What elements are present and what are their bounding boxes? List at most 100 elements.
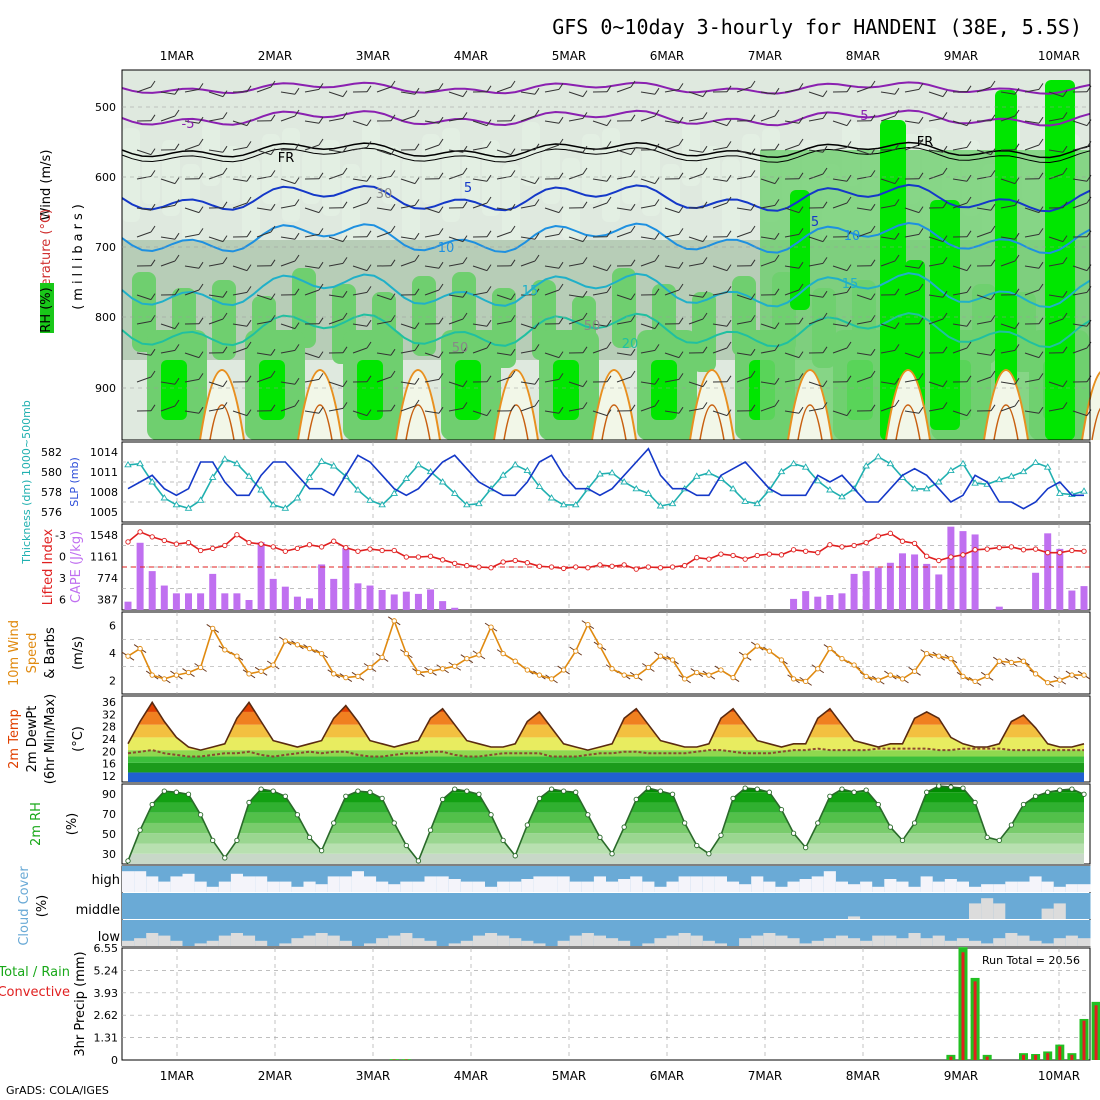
rh-label: 2m RH: [29, 802, 44, 846]
upper-wind-barb-flag: [750, 170, 756, 177]
cloud-row-label: middle: [76, 903, 120, 918]
upper-wind-barb: [856, 294, 872, 301]
wind-speed-point: [173, 672, 180, 678]
thickness-point: [438, 478, 447, 485]
cloud-fraction: [122, 940, 135, 946]
cape-bar: [124, 601, 132, 610]
upper-wind-barb-flag: [702, 112, 708, 119]
cloud-cell: [835, 893, 849, 919]
upper-wind-barb-flag: [654, 344, 660, 351]
upper-wind-barb: [376, 376, 392, 383]
cloud-fraction: [678, 933, 692, 946]
wind-speed-point: [706, 672, 712, 678]
rh-line: [127, 785, 1085, 863]
temp-contour-minus10: [121, 81, 1091, 95]
rh-point: [645, 785, 652, 791]
cloud-fraction: [472, 881, 486, 892]
lifted-index-point: [815, 550, 821, 556]
thickness-point: [886, 459, 895, 467]
cape-bar: [148, 571, 156, 610]
wind-speed-point: [996, 658, 1002, 664]
upper-wind-barb-flag: [726, 85, 732, 93]
cloud-fraction: [811, 876, 825, 892]
upper-wind-barb-flag: [582, 402, 588, 409]
axis-tick: 1005: [90, 506, 118, 519]
cloud-fraction: [206, 886, 220, 892]
rh-point: [197, 812, 204, 818]
axis-tick: 6: [109, 620, 116, 633]
lifted-index-point: [173, 541, 180, 547]
upper-wind-barb: [136, 320, 152, 325]
cloud-fraction: [714, 943, 728, 946]
upper-wind-barb: [184, 352, 200, 359]
upper-wind-barb-flag: [222, 167, 228, 175]
upper-wind-barb: [736, 86, 752, 93]
wind-speed-point: [718, 667, 724, 673]
upper-wind-barb: [880, 91, 896, 95]
rh-pale-cell: [282, 128, 300, 222]
upper-wind-barb-flag: [798, 116, 804, 124]
upper-wind-barb: [424, 120, 440, 124]
upper-wind-barb-flag: [462, 90, 468, 97]
cloud-fraction: [848, 938, 861, 946]
thickness-point: [692, 472, 701, 479]
lifted-index-point: [306, 542, 313, 548]
upper-wind-barb-flag: [342, 235, 348, 242]
contour-label: 5: [464, 181, 472, 196]
rh-point: [766, 789, 773, 795]
upper-wind-barb: [784, 410, 800, 414]
upper-wind-barb-flag: [414, 344, 420, 351]
cloud-cell: [884, 893, 897, 919]
upper-wind-barb: [616, 207, 632, 211]
lifted-index-point: [887, 530, 894, 536]
precip-conv-bar: [1094, 1005, 1098, 1060]
temp-line: [127, 700, 1085, 751]
lifted-index-point: [270, 544, 276, 550]
upper-wind-barb-flag: [606, 119, 612, 126]
upper-wind-barb: [616, 86, 632, 93]
rh-point: [778, 806, 785, 813]
rh-point: [815, 820, 821, 826]
thickness-point: [281, 504, 290, 511]
upper-wind-barb-flag: [462, 290, 468, 298]
upper-wind-barb: [952, 410, 968, 417]
cloud-cell: [182, 893, 196, 919]
upper-wind-barb-flag: [414, 143, 420, 151]
upper-wind-barb: [328, 381, 344, 388]
cloud-fraction: [448, 879, 462, 892]
cape-bar: [850, 573, 858, 610]
upper-wind-barb: [640, 236, 656, 240]
cloud-fraction: [1053, 938, 1067, 946]
upper-wind-barb-flag: [342, 402, 348, 409]
cloud-cell: [122, 893, 135, 919]
upper-wind-barb-flag: [750, 404, 756, 412]
upper-wind-barb: [400, 260, 416, 267]
upper-wind-barb: [1024, 207, 1040, 214]
lifted-index-point: [851, 542, 857, 549]
upper-wind-barb: [592, 202, 608, 209]
cloud-fraction: [364, 876, 377, 892]
upper-wind-barb-flag: [966, 409, 972, 416]
precip-ylabel: 3hr Precip (mm): [73, 951, 88, 1056]
upper-wind-barb: [448, 262, 464, 267]
upper-wind-barb: [952, 120, 968, 127]
upper-wind-barb-flag: [222, 145, 228, 153]
upper-wind-barb-flag: [966, 341, 972, 349]
upper-wind-barb-flag: [1038, 261, 1044, 269]
rh-point: [1081, 791, 1087, 797]
upper-wind-barb-flag: [558, 138, 564, 146]
upper-wind-barb: [832, 323, 848, 327]
cloud-fraction: [158, 881, 171, 892]
thickness-point: [874, 452, 883, 460]
lifted-index-point: [984, 546, 990, 552]
cloud-fraction: [1029, 940, 1043, 946]
axis-tick: 28: [102, 721, 116, 734]
rh-point: [137, 827, 143, 833]
upper-wind-barb-flag: [198, 172, 204, 180]
upper-wind-barb: [424, 352, 440, 359]
upper-wind-barb: [1000, 381, 1016, 385]
cloud-fraction: [122, 871, 135, 892]
cloud-cell: [969, 920, 982, 946]
wind-speed-point: [258, 668, 264, 674]
upper-wind-barb: [520, 323, 536, 330]
